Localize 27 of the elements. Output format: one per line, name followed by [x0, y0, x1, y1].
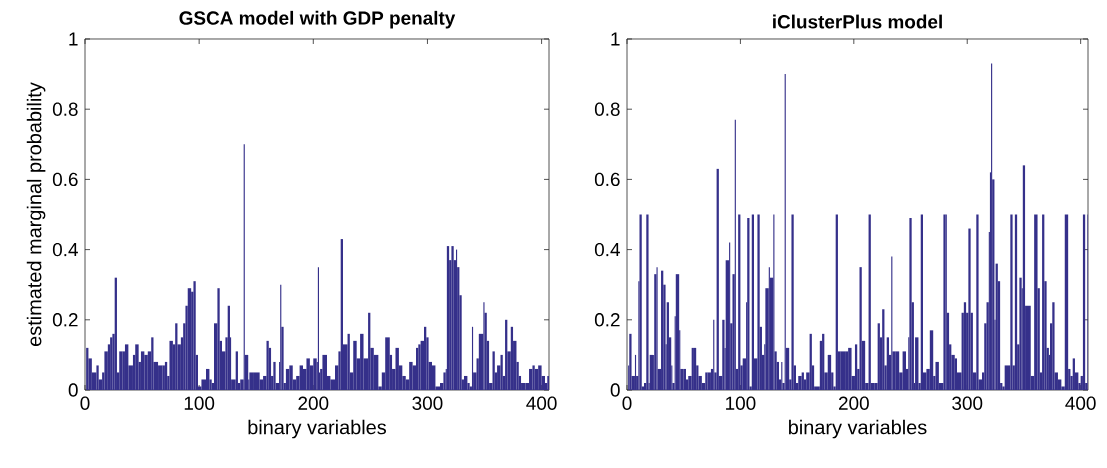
x-tick-label: 0 — [622, 396, 632, 410]
y-tick-label: 0.6 — [52, 172, 78, 187]
x-tick-label: 100 — [184, 396, 215, 410]
x-tick-label: 400 — [526, 396, 557, 410]
x-tick-label: 0 — [80, 396, 90, 410]
x-axis-title: binary variables — [248, 419, 386, 439]
x-tick-label: 100 — [726, 396, 756, 410]
y-tick-label: 0.8 — [594, 102, 620, 116]
y-tick-label: 0 — [610, 383, 620, 397]
y-tick-label: 0.6 — [594, 172, 620, 187]
y-tick-label: 0.8 — [52, 102, 78, 116]
chart-title: iClusterPlus model — [773, 14, 942, 29]
chart-title: GSCA model with GDP penalty — [179, 10, 456, 29]
y-axis-title: estimated marginal probability — [26, 82, 46, 346]
x-tick-label: 200 — [298, 396, 329, 410]
y-tick-label: 0.2 — [52, 313, 78, 327]
y-tick-label: 1 — [69, 32, 78, 46]
y-tick-label: 0.4 — [594, 242, 620, 257]
y-tick-label: 0 — [68, 383, 78, 397]
x-tick-label: 300 — [952, 396, 983, 410]
y-tick-label: 0.2 — [594, 313, 620, 327]
y-tick-label: 0.4 — [52, 242, 78, 257]
x-tick-label: 200 — [838, 396, 869, 410]
x-axis-title: binary variables — [789, 419, 927, 439]
y-tick-label: 1 — [611, 32, 620, 46]
x-tick-label: 400 — [1065, 396, 1096, 410]
x-tick-label: 300 — [412, 396, 443, 410]
